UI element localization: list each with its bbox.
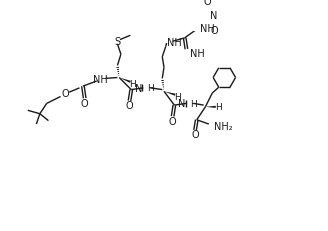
Text: O: O: [81, 98, 89, 108]
Text: O: O: [126, 101, 133, 111]
Polygon shape: [164, 92, 175, 96]
Text: H: H: [215, 103, 222, 112]
Text: O: O: [62, 89, 70, 99]
Text: NH: NH: [190, 49, 205, 59]
Text: N: N: [178, 99, 186, 109]
Text: H: H: [130, 80, 136, 89]
Text: NH: NH: [168, 38, 182, 48]
Text: S: S: [114, 37, 120, 47]
Text: O: O: [191, 130, 199, 140]
Text: H: H: [190, 100, 196, 108]
Text: H: H: [174, 93, 181, 102]
Text: O: O: [169, 116, 176, 126]
Text: NH: NH: [200, 23, 215, 33]
Text: N: N: [135, 83, 142, 94]
Text: NH: NH: [93, 75, 108, 85]
Text: O: O: [204, 0, 212, 7]
Text: H: H: [147, 84, 154, 93]
Polygon shape: [205, 106, 216, 108]
Text: NH₂: NH₂: [214, 121, 233, 131]
Text: O: O: [210, 26, 218, 36]
Polygon shape: [119, 78, 131, 83]
Text: N: N: [210, 11, 218, 21]
